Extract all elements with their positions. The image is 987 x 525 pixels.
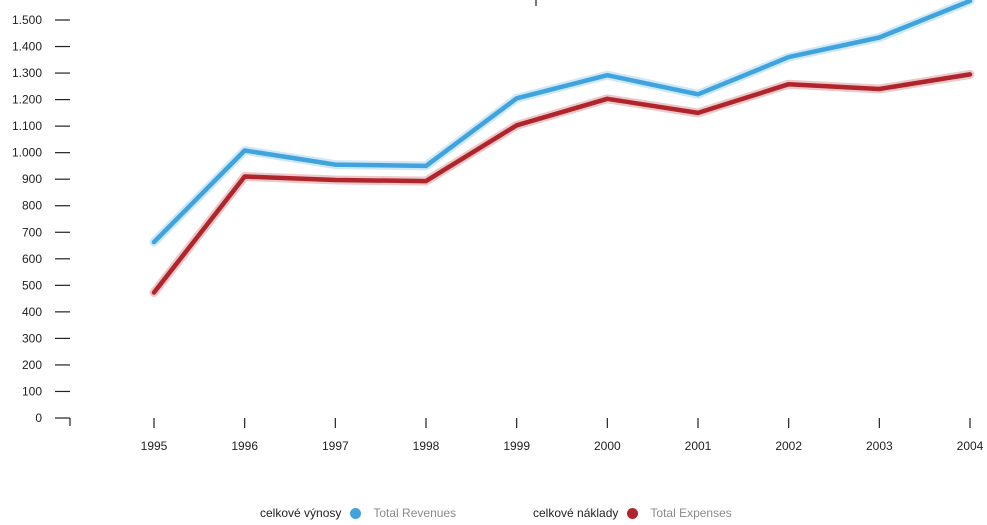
data-point (152, 290, 156, 294)
x-tick-label: 2001 (685, 439, 712, 453)
legend-label-expenses-en: Total Expenses (650, 506, 732, 520)
data-point (515, 96, 519, 100)
data-point (424, 179, 428, 183)
y-tick-label: 100 (22, 384, 42, 398)
y-tick-label: 700 (22, 225, 42, 239)
y-tick-label: 500 (22, 278, 42, 292)
y-tick-label: 1.500 (12, 13, 42, 27)
data-point (243, 149, 247, 153)
data-point (333, 178, 337, 182)
data-point (696, 92, 700, 96)
data-point (243, 175, 247, 179)
series-line-glow (149, 69, 975, 297)
y-axis: 0 100 200 300 400 500 600 700 800 900 1.000 1.100 1.… (12, 13, 71, 426)
y-tick-label: 800 (22, 199, 42, 213)
data-point (152, 240, 156, 244)
data-point (696, 111, 700, 115)
series-line (151, 72, 973, 295)
data-point (877, 36, 881, 40)
x-tick-label: 1999 (503, 439, 530, 453)
x-tick-label: 2002 (775, 439, 802, 453)
data-point (787, 55, 791, 59)
x-tick-label: 2000 (594, 439, 621, 453)
data-point (968, 72, 972, 76)
y-tick-label: 1.000 (12, 146, 42, 160)
data-point (605, 97, 609, 101)
y-tick-label: 1.200 (12, 93, 42, 107)
x-tick-label: 2003 (866, 439, 893, 453)
series-line (151, 0, 973, 245)
data-point (605, 73, 609, 77)
y-tick-label: 200 (22, 358, 42, 372)
x-tick-label: 2004 (957, 439, 984, 453)
data-point (877, 87, 881, 91)
data-point (424, 164, 428, 168)
x-tick-label: 1995 (141, 439, 168, 453)
legend-item-expenses: celkové náklady Total Expenses (533, 506, 732, 520)
legend: celkové výnosy Total Revenues celkové ná… (0, 506, 987, 524)
y-tick-label: 1.100 (12, 119, 42, 133)
legend-dot-expenses (627, 507, 639, 519)
y-tick-label: 0 (35, 411, 42, 425)
y-tick-label: 1.400 (12, 40, 42, 54)
legend-item-revenues: celkové výnosy Total Revenues (260, 506, 456, 520)
x-tick-label: 1997 (322, 439, 349, 453)
y-tick-label: 300 (22, 331, 42, 345)
data-point (968, 0, 972, 3)
y-tick-label: 600 (22, 252, 42, 266)
legend-label-revenues: celkové výnosy (260, 506, 342, 520)
x-axis: 1995 1996 1997 1998 1999 2000 2001 2002 2003 2004 (141, 0, 984, 453)
y-tick-label: 400 (22, 305, 42, 319)
series-layer (149, 0, 975, 297)
legend-label-revenues-en: Total Revenues (373, 506, 457, 520)
y-tick-label: 1.300 (12, 66, 42, 80)
series-line-glow (149, 0, 975, 247)
x-tick-label: 1996 (231, 439, 258, 453)
data-point (333, 163, 337, 167)
legend-dot-revenues (350, 507, 362, 519)
data-point (787, 82, 791, 86)
data-point (515, 123, 519, 127)
legend-label-expenses: celkové náklady (533, 506, 619, 520)
y-tick-label: 900 (22, 172, 42, 186)
x-tick-label: 1998 (413, 439, 440, 453)
